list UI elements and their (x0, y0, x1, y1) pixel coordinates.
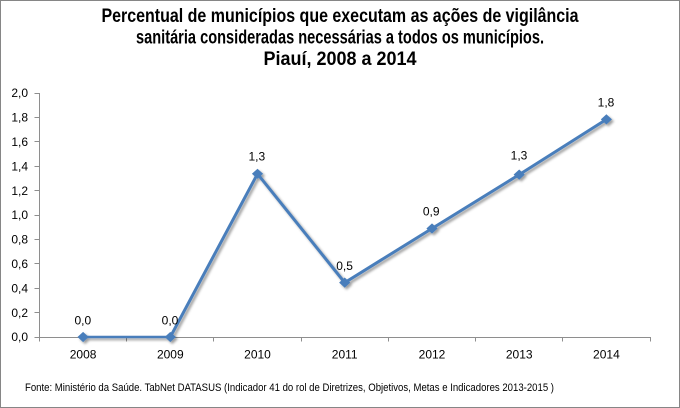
svg-text:1,2: 1,2 (11, 184, 28, 198)
svg-text:1,8: 1,8 (11, 111, 28, 125)
svg-text:2008: 2008 (70, 348, 97, 362)
svg-text:2013: 2013 (506, 348, 533, 362)
svg-text:0,2: 0,2 (11, 306, 28, 320)
svg-text:1,6: 1,6 (11, 135, 28, 149)
svg-text:2,0: 2,0 (11, 86, 28, 100)
svg-text:0,0: 0,0 (162, 313, 179, 327)
svg-text:Percentual de municípios que e: Percentual de municípios que executam as… (102, 6, 579, 27)
svg-text:2010: 2010 (244, 348, 271, 362)
svg-text:0,9: 0,9 (423, 204, 440, 218)
svg-text:0,6: 0,6 (11, 257, 28, 271)
svg-text:1,8: 1,8 (598, 96, 615, 110)
svg-text:0,0: 0,0 (11, 330, 28, 344)
svg-text:1,4: 1,4 (11, 159, 28, 173)
svg-text:1,3: 1,3 (511, 149, 528, 163)
svg-text:Piauí, 2008 a 2014: Piauí, 2008 a 2014 (264, 49, 417, 70)
svg-text:0,8: 0,8 (11, 233, 28, 247)
svg-text:2012: 2012 (419, 348, 446, 362)
svg-text:1,0: 1,0 (11, 208, 28, 222)
svg-text:sanitária consideradas necessá: sanitária consideradas necessárias a tod… (136, 28, 544, 49)
svg-text:0,4: 0,4 (11, 281, 28, 295)
svg-text:Fonte: Ministério da Saúde. Ta: Fonte: Ministério da Saúde. TabNet DATAS… (25, 382, 554, 394)
svg-text:1,3: 1,3 (248, 149, 265, 163)
svg-text:2011: 2011 (332, 348, 358, 362)
svg-text:2009: 2009 (157, 348, 184, 362)
svg-text:0,5: 0,5 (336, 259, 353, 273)
svg-text:0,0: 0,0 (74, 313, 91, 327)
svg-text:2014: 2014 (593, 348, 620, 362)
